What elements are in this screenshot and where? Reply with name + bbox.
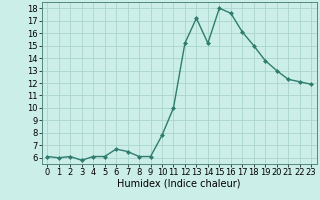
X-axis label: Humidex (Indice chaleur): Humidex (Indice chaleur) bbox=[117, 179, 241, 189]
